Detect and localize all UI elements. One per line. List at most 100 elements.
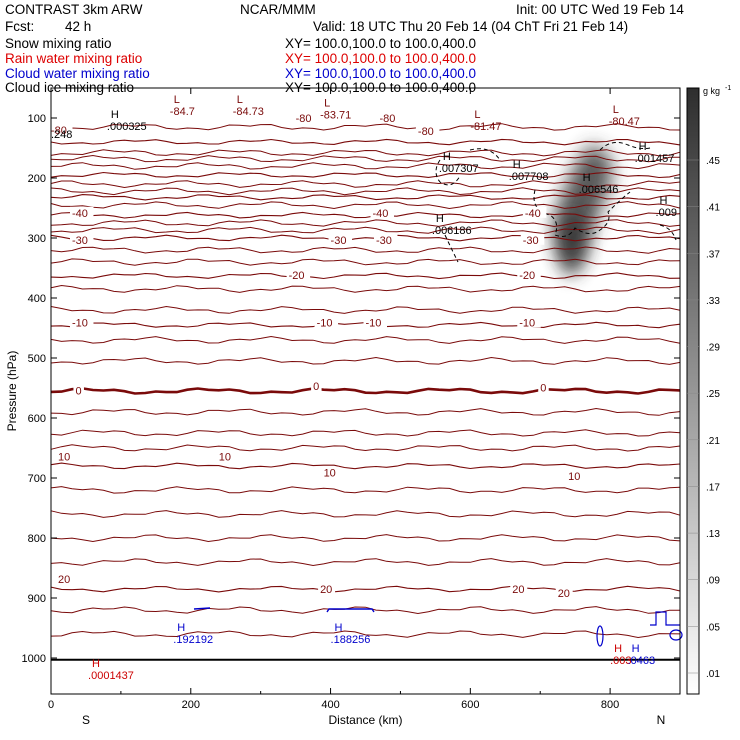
- y-tick-label: 200: [28, 173, 46, 185]
- isotherm-label-bg: [69, 206, 94, 218]
- isotherm-label: 20: [58, 574, 70, 586]
- isotherm-label: -40: [525, 208, 541, 220]
- isotherm-label-bg: [55, 450, 73, 462]
- isotherm-label: 0: [75, 385, 81, 397]
- extremum-marker: H: [660, 195, 668, 207]
- y-tick-label: 1000: [22, 653, 46, 665]
- isotherm-label-bg: [517, 269, 541, 281]
- colorbar-label: .13: [706, 529, 720, 540]
- isotherm-label-bg: [555, 587, 573, 599]
- isotherm-label: 10: [568, 471, 580, 483]
- isotherm-line: [50, 510, 681, 518]
- isotherm-label-bg: [314, 316, 339, 328]
- isotherm-label: -80: [296, 113, 312, 125]
- field-xy-rain: XY= 100.0,100.0 to 100.0,400.0: [285, 51, 477, 66]
- extremum-value: -84.7: [170, 106, 195, 118]
- isotherm-line: [50, 335, 681, 344]
- isotherm-20: [50, 585, 681, 593]
- ice-contour: [533, 189, 631, 237]
- extremum-value: .007307: [439, 163, 479, 175]
- isotherm--80: [50, 138, 681, 146]
- isotherm--30: [50, 234, 681, 242]
- colorbar-label: .21: [706, 436, 720, 447]
- init-time: Init: 00 UTC Wed 19 Feb 14: [516, 2, 684, 17]
- extremum-value: -80.47: [609, 116, 640, 128]
- isotherm-0: [50, 387, 681, 395]
- isotherm-label-bg: [538, 381, 549, 393]
- extremum-marker: L: [237, 94, 243, 106]
- x-tick-label: 800: [601, 699, 619, 711]
- colorbar-label: .25: [706, 389, 720, 400]
- isotherm-label-bg: [377, 112, 401, 123]
- field-xy-snow: XY= 100.0,100.0 to 100.0,400.0: [285, 36, 477, 51]
- south-label: S: [82, 713, 90, 727]
- isotherm-line: [50, 219, 681, 228]
- x-axis-label: Distance (km): [328, 713, 402, 727]
- isotherm-label-bg: [373, 233, 398, 245]
- y-tick-label: 400: [28, 293, 46, 305]
- extremum-marker: L: [324, 98, 330, 110]
- extremum-value: .0463: [628, 655, 656, 667]
- isotherm-label-bg: [363, 316, 387, 328]
- extremum-marker: H: [335, 622, 343, 634]
- colorbar-label: .29: [706, 343, 720, 354]
- extremum-marker: H: [639, 141, 647, 153]
- isotherm-line: [50, 226, 681, 235]
- forecast-hour: 42 h: [65, 19, 92, 34]
- isotherm--20: [50, 272, 681, 280]
- isotherm--60: [50, 171, 681, 179]
- isotherm-line: [50, 305, 681, 314]
- isotherm-label-bg: [510, 583, 528, 594]
- cloud-contour-layer: [51, 141, 683, 661]
- isotherm-label: -20: [519, 270, 535, 282]
- y-tick-label: 300: [28, 233, 46, 245]
- isotherm-label: 0: [540, 382, 546, 394]
- forecast-label: Fcst:: [5, 19, 35, 34]
- isotherm-line: [50, 123, 681, 131]
- field-name-rain: Rain water mixing ratio: [5, 51, 143, 66]
- extremum-marker: H: [443, 151, 451, 163]
- extremum-marker: L: [174, 94, 180, 106]
- isotherm-label-bg: [69, 316, 94, 328]
- x-tick-label: 400: [321, 699, 339, 711]
- extremum-value: -84.73: [233, 106, 264, 118]
- isotherm-line: [50, 486, 681, 494]
- isotherm--50: [50, 194, 681, 201]
- isotherm-line: [50, 534, 681, 543]
- colorbar-label: .37: [706, 249, 720, 260]
- x-tick-label: 200: [182, 699, 200, 711]
- isotherm-10: [50, 462, 681, 470]
- isotherm-label: 20: [558, 588, 570, 600]
- extremum-value: .001457: [635, 153, 675, 165]
- extremum-marker: H: [614, 643, 622, 655]
- x-tick-label: 0: [48, 699, 54, 711]
- colorbar-label: .01: [706, 669, 720, 680]
- field-name-snow: Snow mixing ratio: [5, 36, 112, 51]
- isotherm-layer: [50, 123, 681, 639]
- isotherm-line: [50, 444, 681, 452]
- isotherm-line: [50, 630, 681, 639]
- extremum-value: .188256: [331, 634, 371, 646]
- isotherm-label: 10: [219, 451, 231, 463]
- isotherm-label-bg: [522, 206, 547, 218]
- isotherm-label: -10: [366, 318, 382, 330]
- isotherm-label-bg: [370, 206, 394, 218]
- extremum-marker: H: [436, 213, 444, 225]
- y-tick-label: 100: [28, 113, 46, 125]
- cloud-water-contour: [650, 611, 680, 626]
- colorbar-units-exponent: -1: [725, 85, 731, 92]
- cloud-water-contour: [596, 625, 604, 647]
- colorbar-label: .09: [706, 576, 720, 587]
- extremum-value: .0001437: [88, 670, 134, 682]
- isotherm-label-bg: [318, 583, 336, 594]
- field-xy-cloud-water: XY= 100.0,100.0 to 100.0,400.0: [285, 66, 477, 81]
- extremum-value: .006546: [579, 184, 619, 196]
- cloud-water-contour: [669, 629, 683, 641]
- isotherm-label: 10: [324, 468, 336, 480]
- isotherm-label-bg: [73, 384, 84, 396]
- isotherm-label-bg: [55, 572, 73, 584]
- isotherm-label: -30: [331, 235, 347, 247]
- extremum-marker: H: [111, 109, 119, 121]
- colorbar-label: .41: [706, 203, 720, 214]
- extremum-marker: H: [513, 159, 521, 171]
